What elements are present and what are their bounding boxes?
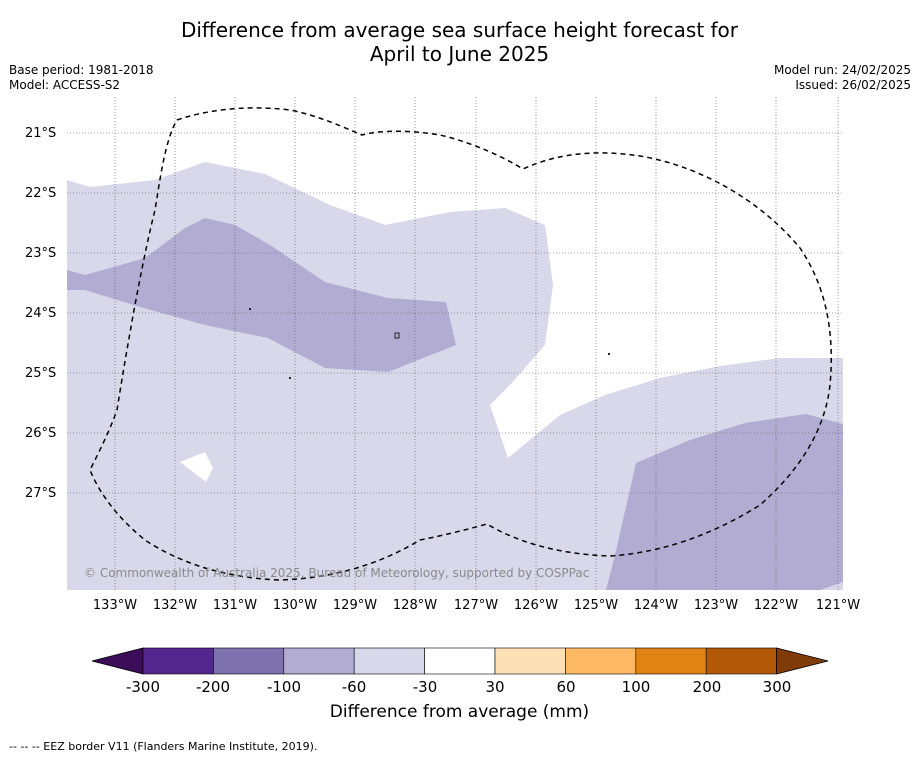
island-dot-2: [289, 377, 291, 379]
lat-label-24s: 24°S: [25, 306, 57, 321]
lat-label-21s: 21°S: [25, 126, 57, 141]
anomaly-hole-small: [180, 452, 213, 482]
anomaly-region-medium-west: [67, 218, 456, 372]
lon-label-126w: 126°W: [513, 598, 559, 613]
lon-gridlines: [114, 97, 839, 590]
lon-label-121w: 121°W: [815, 598, 861, 613]
model-run: Model run: 24/02/2025: [773, 63, 911, 77]
colorbar-title: Difference from average (mm): [329, 702, 590, 722]
island-marker: [394, 332, 400, 339]
lon-label-127w: 127°W: [453, 598, 499, 613]
colorbar-segment: [142, 647, 214, 675]
cb-tick-30: 30: [485, 678, 505, 696]
base-period: Base period: 1981-2018: [9, 63, 154, 77]
eez-border: [89, 107, 832, 581]
anomaly-region-medium-east: [606, 414, 843, 590]
lat-label-22s: 22°S: [25, 186, 57, 201]
lon-label-128w: 128°W: [392, 598, 438, 613]
cb-tick-60: 60: [556, 678, 576, 696]
title-line-2: April to June 2025: [369, 42, 550, 66]
cb-tick-neg30: -30: [412, 678, 438, 696]
colorbar-extend-high: [776, 647, 829, 675]
island-dot-3: [608, 353, 610, 355]
colorbar-extend-low: [91, 647, 144, 675]
model-name: Model: ACCESS-S2: [9, 78, 121, 92]
lon-label-132w: 132°W: [152, 598, 198, 613]
colorbar: [91, 647, 829, 675]
copyright-notice: © Commonwealth of Australia 2025, Bureau…: [84, 566, 590, 580]
cb-tick-neg200: -200: [195, 678, 231, 696]
meta-right: Model run: 24/02/2025 Issued: 26/02/2025: [774, 63, 911, 93]
colorbar-segment: [494, 647, 566, 675]
meta-left: Base period: 1981-2018 Model: ACCESS-S2: [9, 63, 154, 93]
lat-gridlines: [67, 132, 843, 494]
lon-label-130w: 130°W: [272, 598, 318, 613]
colorbar-segment: [213, 647, 285, 675]
colorbar-segment: [283, 647, 355, 675]
lat-label-27s: 27°S: [25, 486, 57, 501]
lat-label-23s: 23°S: [25, 246, 57, 261]
cb-tick-300: 300: [762, 678, 792, 696]
colorbar-segment: [424, 647, 496, 675]
colorbar-segment: [565, 647, 637, 675]
colorbar-segment: [353, 647, 425, 675]
lat-label-26s: 26°S: [25, 426, 57, 441]
issued-date: Issued: 26/02/2025: [795, 78, 911, 92]
cb-tick-neg60: -60: [341, 678, 367, 696]
cb-tick-neg300: -300: [125, 678, 161, 696]
lon-label-131w: 131°W: [212, 598, 258, 613]
lat-label-25s: 25°S: [25, 366, 57, 381]
lon-label-123w: 123°W: [693, 598, 739, 613]
island-dot-1: [249, 308, 251, 310]
eez-legend-footer: -- -- -- EEZ border V11 (Flanders Marine…: [9, 740, 318, 753]
lon-label-125w: 125°W: [573, 598, 619, 613]
lon-label-124w: 124°W: [633, 598, 679, 613]
map-title: Difference from average sea surface heig…: [0, 18, 919, 66]
title-line-1: Difference from average sea surface heig…: [180, 18, 739, 42]
lon-label-122w: 122°W: [753, 598, 799, 613]
lon-label-133w: 133°W: [92, 598, 138, 613]
cb-tick-200: 200: [692, 678, 722, 696]
cb-tick-100: 100: [621, 678, 651, 696]
colorbar-segment: [635, 647, 707, 675]
cb-tick-neg100: -100: [266, 678, 302, 696]
lon-label-129w: 129°W: [332, 598, 378, 613]
colorbar-segment: [705, 647, 777, 675]
